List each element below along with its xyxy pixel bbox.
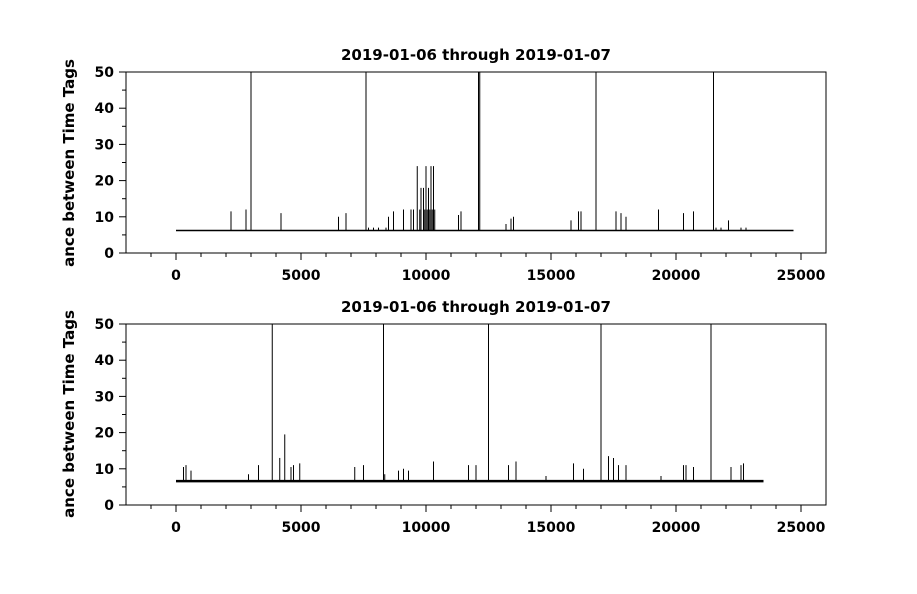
y-tick-label: 10 bbox=[95, 210, 115, 226]
y-tick-label: 50 bbox=[95, 65, 115, 81]
y-tick-label: 40 bbox=[95, 353, 115, 369]
y-tick-label: 20 bbox=[95, 174, 115, 190]
chart-bottom: 2019-01-06 through 2019-01-07 ance betwe… bbox=[60, 298, 827, 536]
chart-title: 2019-01-06 through 2019-01-07 bbox=[341, 46, 611, 64]
y-tick-label: 0 bbox=[104, 246, 114, 262]
y-tick-label: 30 bbox=[95, 389, 115, 405]
x-tick-label: 10000 bbox=[402, 268, 451, 284]
axes: 0 10 20 30 40 50 0 5000 10000 15000 20000 25000 bbox=[95, 317, 826, 536]
y-tick-label: 50 bbox=[95, 317, 115, 333]
chart-title: 2019-01-06 through 2019-01-07 bbox=[341, 298, 611, 316]
axes: 0 10 20 30 40 50 0 5000 10000 15000 20000 25000 bbox=[95, 65, 826, 284]
x-tick-label: 15000 bbox=[527, 268, 576, 284]
y-axis-label: ance between Time Tags bbox=[60, 59, 78, 267]
y-tick-label: 0 bbox=[104, 498, 114, 514]
x-tick-label: 25000 bbox=[777, 268, 826, 284]
x-tick-label: 5000 bbox=[282, 268, 321, 284]
x-tick-label: 5000 bbox=[282, 520, 321, 536]
x-tick-label: 10000 bbox=[402, 520, 451, 536]
y-axis-label: ance between Time Tags bbox=[60, 310, 78, 518]
x-tick-label: 20000 bbox=[652, 268, 701, 284]
y-tick-label: 10 bbox=[95, 462, 115, 478]
y-tick-label: 40 bbox=[95, 101, 115, 117]
data-series bbox=[176, 324, 764, 483]
y-tick-label: 30 bbox=[95, 137, 115, 153]
y-tick-label: 20 bbox=[95, 426, 115, 442]
x-tick-label: 25000 bbox=[777, 520, 826, 536]
x-tick-label: 15000 bbox=[527, 520, 576, 536]
x-tick-label: 20000 bbox=[652, 520, 701, 536]
x-tick-label: 0 bbox=[171, 520, 181, 536]
x-tick-label: 0 bbox=[171, 268, 181, 284]
chart-top: 2019-01-06 through 2019-01-07 ance betwe… bbox=[60, 46, 827, 284]
data-series bbox=[176, 72, 794, 232]
